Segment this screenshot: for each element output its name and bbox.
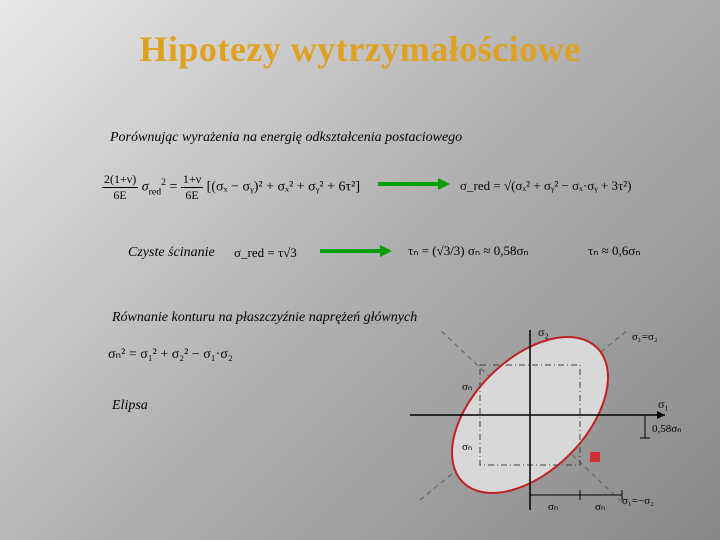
- arrow-1: [378, 178, 450, 190]
- formula-ellipse: σₙ² = σ₁² + σ₂² − σ₁·σ₂: [108, 346, 233, 363]
- slide-title: Hipotezy wytrzymałościowe: [0, 0, 720, 70]
- side-label: 0,58σₙ: [652, 423, 682, 435]
- axis-x-label: σ₁: [658, 397, 669, 411]
- diag-label-2: σ₁=−σ₂: [622, 495, 654, 507]
- diag-label-1: σ₁=σ₂: [632, 331, 658, 343]
- formula-shear-red: σ_red = τ√3: [234, 245, 297, 261]
- svg-text:σₙ: σₙ: [548, 501, 558, 513]
- svg-text:σₙ: σₙ: [462, 381, 472, 393]
- ellipse-label: Elipsa: [112, 398, 148, 414]
- formula-energy-lhs: 2(1+ν)6E σred2 = 1+ν6E [(σₓ − σᵧ)² + σₓ²…: [102, 172, 360, 203]
- arrow-2: [320, 245, 392, 257]
- pure-shear-label: Czyste ścinanie: [128, 245, 215, 261]
- marker-point: [590, 452, 600, 462]
- intro-text: Porównując wyrażenia na energię odkształ…: [110, 130, 462, 146]
- formula-tau-approx: τₙ ≈ 0,6σₙ: [588, 243, 640, 259]
- svg-text:σₙ: σₙ: [595, 501, 605, 513]
- contour-eq-label: Równanie konturu na płaszczyźnie napręże…: [112, 310, 417, 326]
- formula-sigma-red: σ_red = √(σₓ² + σᵧ² − σₓ·σᵧ + 3τ²): [460, 178, 631, 194]
- svg-text:σₙ: σₙ: [462, 441, 472, 453]
- yield-ellipse-diagram: σ₁ σ₂ σ₁=σ₂ σ₁=−σ₂ 0,58σₙ σₙ σₙ σₙ σₙ: [400, 330, 700, 530]
- axis-y-label: σ₂: [538, 330, 549, 339]
- formula-tau-n: τₙ = (√3/3) σₙ ≈ 0,58σₙ: [408, 243, 529, 259]
